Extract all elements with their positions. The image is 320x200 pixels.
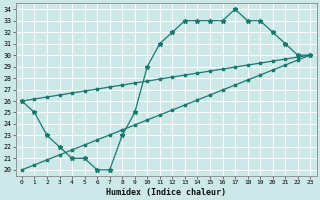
- X-axis label: Humidex (Indice chaleur): Humidex (Indice chaleur): [106, 188, 226, 197]
